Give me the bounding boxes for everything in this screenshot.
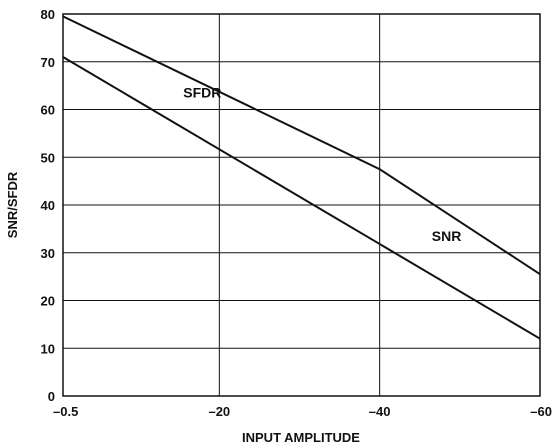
y-tick-label: 30 <box>41 246 55 261</box>
series-line-sfdr <box>62 15 541 276</box>
y-tick-label: 80 <box>41 7 55 22</box>
y-tick-label: 20 <box>41 294 55 309</box>
x-axis-title: INPUT AMPLITUDE <box>242 430 360 445</box>
series-label-snr: SNR <box>432 228 462 244</box>
y-tick-label: 0 <box>48 389 55 404</box>
y-tick-labels: 0 10 20 30 40 50 60 70 80 <box>41 7 55 404</box>
y-tick-label: 10 <box>41 341 55 356</box>
series-line-snr <box>62 56 541 340</box>
y-tick-label: 50 <box>41 150 55 165</box>
y-tick-label: 60 <box>41 103 55 118</box>
x-tick-labels: –0.5 –20 –40 –60 <box>53 404 552 419</box>
series-label-sfdr: SFDR <box>183 85 221 101</box>
series-group <box>62 15 541 340</box>
x-tick-label: –0.5 <box>53 404 78 419</box>
x-tick-label: –60 <box>530 404 552 419</box>
y-tick-label: 70 <box>41 55 55 70</box>
x-tick-label: –40 <box>369 404 391 419</box>
grid <box>62 13 541 397</box>
plot-frame <box>62 13 541 397</box>
y-tick-label: 40 <box>41 198 55 213</box>
x-tick-label: –20 <box>208 404 230 419</box>
y-axis-title: SNR/SFDR <box>5 171 20 238</box>
series-labels: SFDR SNR <box>183 85 461 244</box>
